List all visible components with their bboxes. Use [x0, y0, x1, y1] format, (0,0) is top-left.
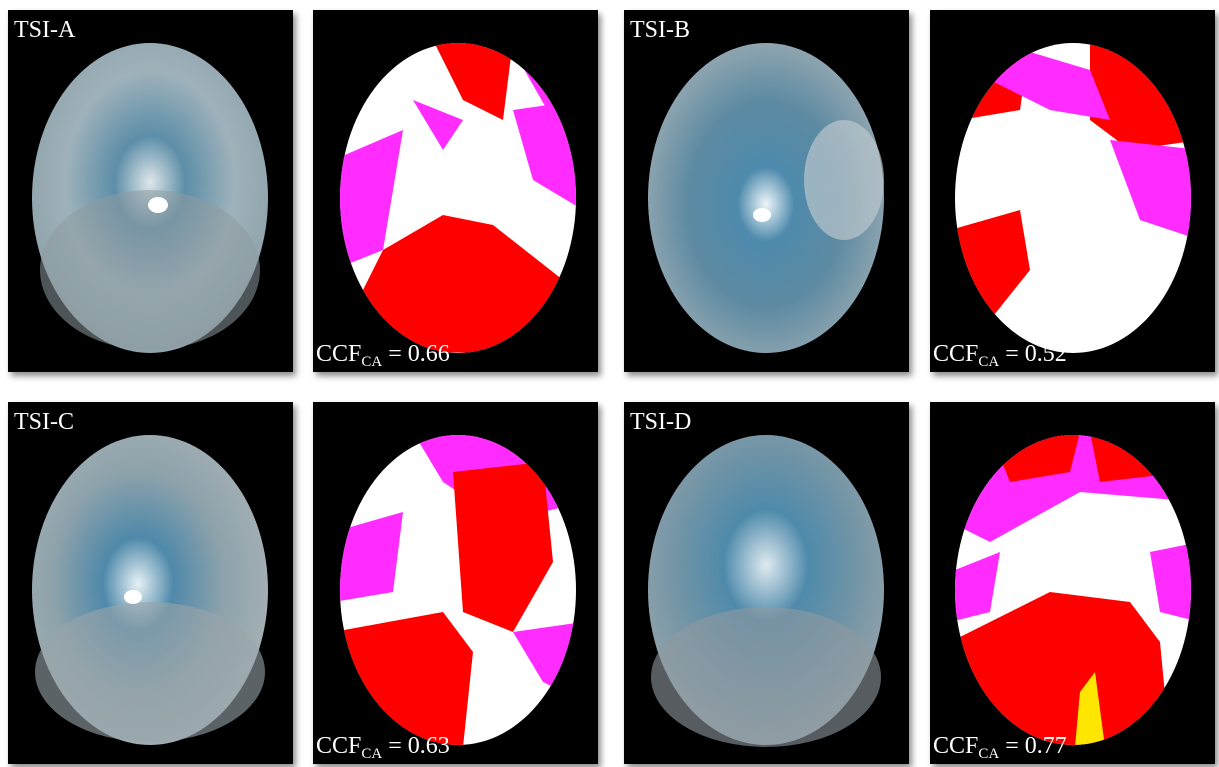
cloud-mask: [955, 435, 1191, 745]
sky-image-tsi-b: TSI-B: [624, 10, 909, 372]
cloud-mask: [340, 435, 576, 745]
cloud-mask-tsi-d: CCFCA = 0.77: [930, 402, 1215, 764]
sky-photo: [648, 435, 884, 747]
cloud-mask-tsi-a: CCFCA = 0.66: [313, 10, 598, 372]
cloud-mask-tsi-c: CCFCA = 0.63: [313, 402, 598, 764]
panel-label: TSI-D: [630, 409, 692, 435]
sky-image-tsi-d: TSI-D: [624, 402, 909, 764]
panel-label: TSI-C: [14, 409, 74, 435]
sky-photo: [32, 43, 268, 353]
panel-label: TSI-A: [14, 17, 76, 43]
ccf-value: CCFCA = 0.66: [316, 341, 450, 370]
sky-photo: [32, 435, 268, 745]
ccf-value: CCFCA = 0.52: [933, 341, 1067, 370]
sky-photo: [648, 43, 884, 353]
ccf-value: CCFCA = 0.63: [316, 733, 450, 762]
sky-image-tsi-c: TSI-C: [8, 402, 293, 764]
panel-label: TSI-B: [630, 17, 690, 43]
sky-image-tsi-a: TSI-A: [8, 10, 293, 372]
ccf-value: CCFCA = 0.77: [933, 733, 1067, 762]
cloud-mask: [340, 43, 576, 353]
cloud-mask-tsi-b: CCFCA = 0.52: [930, 10, 1215, 372]
cloud-mask: [955, 43, 1191, 353]
